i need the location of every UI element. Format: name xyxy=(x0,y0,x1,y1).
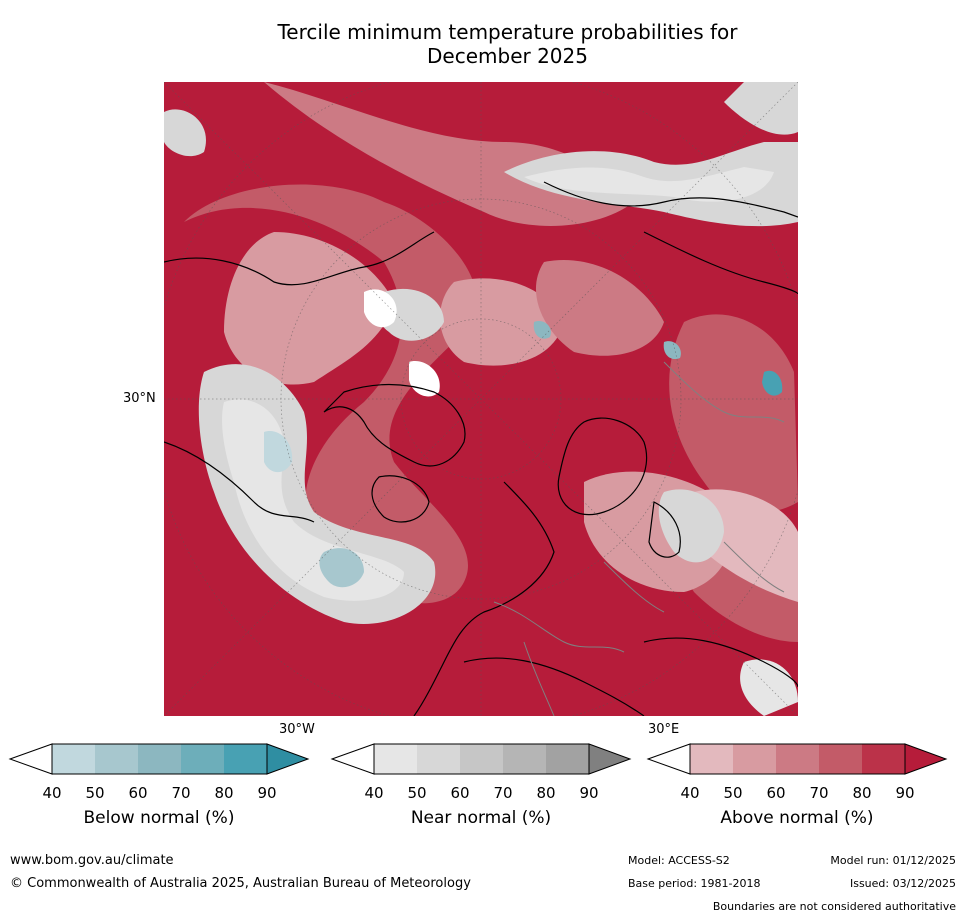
below-colorbar-segment-1 xyxy=(52,744,95,774)
near-colorbar-segment-3 xyxy=(460,744,503,774)
tick-label: 60 xyxy=(128,784,148,802)
tick-label: 50 xyxy=(723,784,743,802)
base-period: Base period: 1981-2018 xyxy=(628,877,761,890)
above-normal-colorbar xyxy=(646,743,948,775)
tick-label: 80 xyxy=(536,784,556,802)
near-colorbar-low-arrow xyxy=(330,743,375,775)
below-colorbar-segment-3 xyxy=(138,744,181,774)
tick-label: 60 xyxy=(450,784,470,802)
below-colorbar-segment-2 xyxy=(95,744,138,774)
below-colorbar-segment-5 xyxy=(224,744,267,774)
tick-label: 70 xyxy=(171,784,191,802)
copyright-notice: © Commonwealth of Australia 2025, Austra… xyxy=(10,876,471,891)
below-colorbar-low-arrow xyxy=(8,743,53,775)
coastlines xyxy=(164,181,798,716)
above-colorbar-segment-2 xyxy=(733,744,776,774)
above-colorbar-segment-3 xyxy=(776,744,819,774)
tick-label: 70 xyxy=(809,784,829,802)
tick-label: 90 xyxy=(579,784,599,802)
longitude-label-west: 30°W xyxy=(279,722,315,737)
graticule xyxy=(164,82,798,716)
below-colorbar-high-arrow xyxy=(266,743,310,775)
below-normal-zones xyxy=(264,321,783,588)
near-colorbar-high-arrow xyxy=(588,743,632,775)
country-borders xyxy=(493,361,785,716)
tick-label: 60 xyxy=(766,784,786,802)
below-colorbar-segment-4 xyxy=(181,744,224,774)
above-colorbar-high-arrow xyxy=(904,743,948,775)
above-colorbar-segment-5 xyxy=(862,744,905,774)
issued-date: Issued: 03/12/2025 xyxy=(849,877,956,890)
title-line-1: Tercile minimum temperature probabilitie… xyxy=(277,20,738,44)
near-colorbar-segment-2 xyxy=(417,744,460,774)
tick-label: 70 xyxy=(493,784,513,802)
title-line-2: December 2025 xyxy=(427,44,588,68)
tick-label: 80 xyxy=(214,784,234,802)
tick-label: 80 xyxy=(852,784,872,802)
model-run-date: Model run: 01/12/2025 xyxy=(830,854,956,867)
below-normal-label: Below normal (%) xyxy=(83,808,235,828)
tick-label: 40 xyxy=(364,784,384,802)
tick-label: 40 xyxy=(42,784,62,802)
below-normal-colorbar xyxy=(8,743,310,775)
chart-title: Tercile minimum temperature probabilitie… xyxy=(160,20,855,68)
tick-label: 90 xyxy=(895,784,915,802)
tick-label: 90 xyxy=(257,784,277,802)
tick-label: 50 xyxy=(407,784,427,802)
near-colorbar-segment-5 xyxy=(546,744,589,774)
probability-map xyxy=(164,82,798,716)
near-normal-label: Near normal (%) xyxy=(410,808,552,828)
above-normal-label: Above normal (%) xyxy=(720,808,874,828)
near-colorbar-segment-1 xyxy=(374,744,417,774)
website-link[interactable]: www.bom.gov.au/climate xyxy=(10,853,174,868)
model-info: Model: ACCESS-S2 xyxy=(628,854,730,867)
above-colorbar-low-arrow xyxy=(646,743,691,775)
tick-label: 50 xyxy=(85,784,105,802)
above-colorbar-segment-4 xyxy=(819,744,862,774)
near-colorbar-segment-4 xyxy=(503,744,546,774)
longitude-label-east: 30°E xyxy=(648,722,680,737)
near-normal-colorbar xyxy=(330,743,632,775)
tick-label: 40 xyxy=(680,784,700,802)
boundary-disclaimer: Boundaries are not considered authoritat… xyxy=(712,900,956,913)
latitude-label: 30°N xyxy=(123,391,156,406)
above-colorbar-segment-1 xyxy=(690,744,733,774)
